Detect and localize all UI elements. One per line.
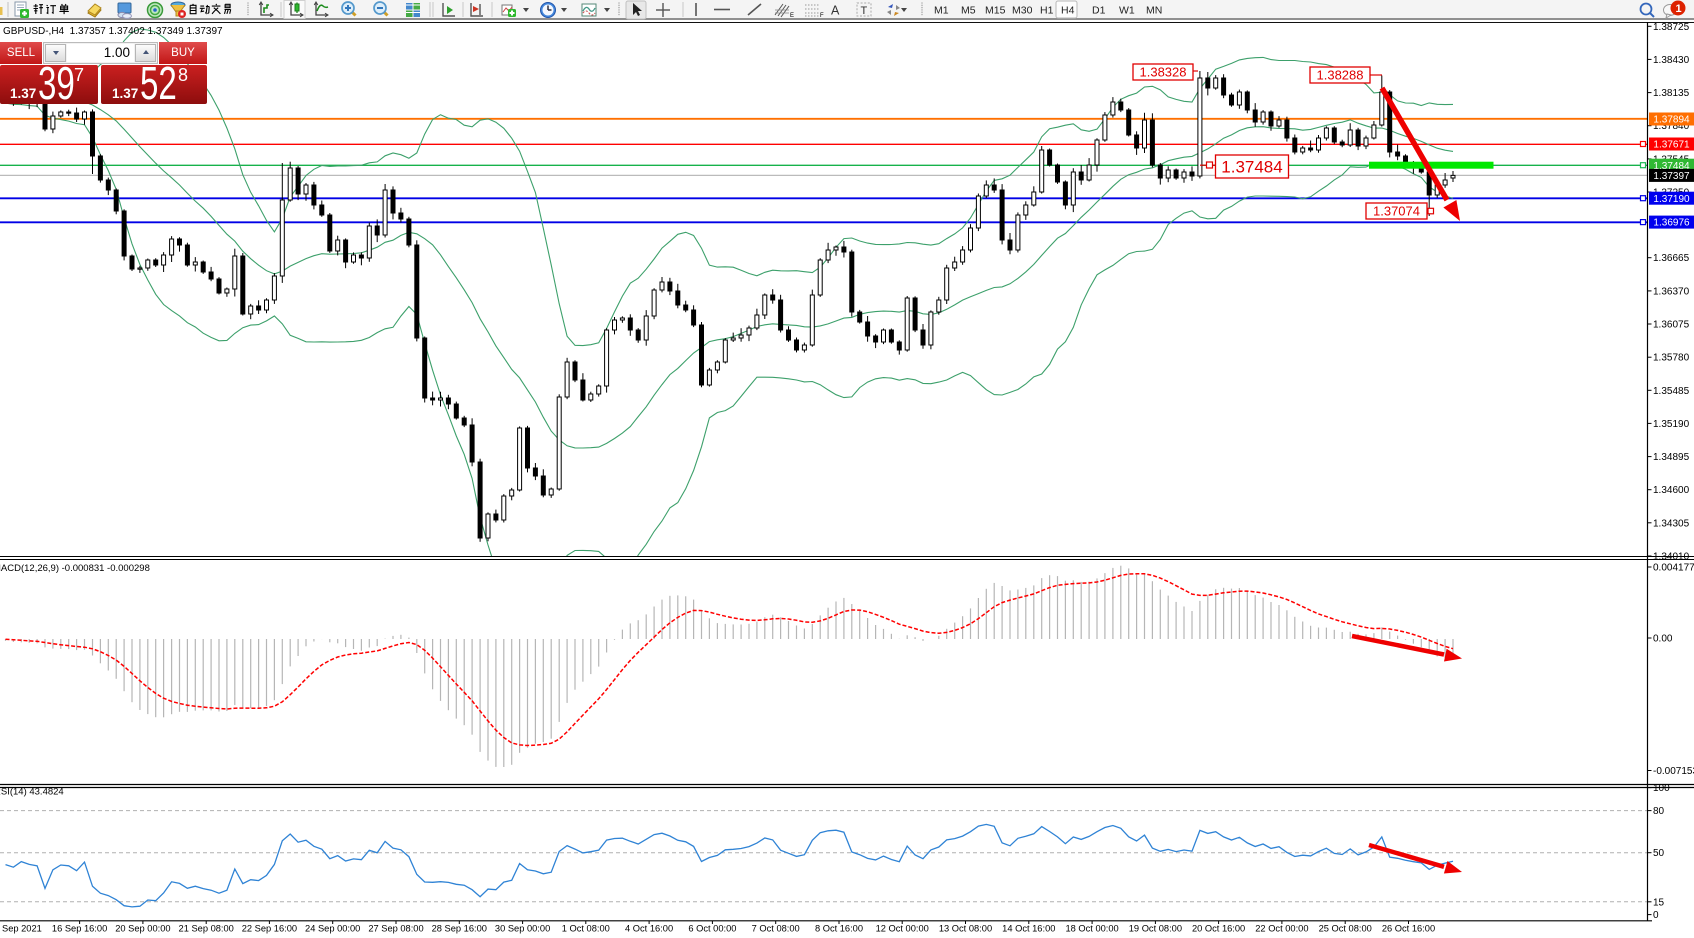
svg-text:1.35190: 1.35190 xyxy=(1653,419,1690,430)
svg-text:1.37671: 1.37671 xyxy=(1653,140,1690,151)
svg-text:1 Oct 08:00: 1 Oct 08:00 xyxy=(562,924,610,934)
svg-text:1.34010: 1.34010 xyxy=(1653,552,1690,563)
svg-text:M5: M5 xyxy=(961,5,976,17)
svg-text:D1: D1 xyxy=(1092,5,1106,17)
svg-text:1.37190: 1.37190 xyxy=(1653,194,1690,205)
svg-text:19 Oct 08:00: 19 Oct 08:00 xyxy=(1129,924,1182,934)
svg-text:H1: H1 xyxy=(1040,5,1054,17)
svg-text:28 Sep 16:00: 28 Sep 16:00 xyxy=(432,924,487,934)
svg-text:22 Sep 16:00: 22 Sep 16:00 xyxy=(242,924,297,934)
svg-text:18 Oct 00:00: 18 Oct 00:00 xyxy=(1065,924,1118,934)
svg-text:4 Oct 16:00: 4 Oct 16:00 xyxy=(625,924,673,934)
svg-text:1.34600: 1.34600 xyxy=(1653,485,1690,496)
svg-text:H4: H4 xyxy=(1061,5,1075,17)
svg-text:22 Oct 00:00: 22 Oct 00:00 xyxy=(1255,924,1308,934)
svg-text:A: A xyxy=(831,4,840,18)
svg-text:30 Sep 00:00: 30 Sep 00:00 xyxy=(495,924,550,934)
svg-text:0: 0 xyxy=(1653,910,1659,921)
svg-text:T: T xyxy=(861,5,868,17)
svg-text:1.34305: 1.34305 xyxy=(1653,518,1690,529)
svg-text:1.38725: 1.38725 xyxy=(1653,22,1690,33)
svg-text:27 Sep 08:00: 27 Sep 08:00 xyxy=(368,924,423,934)
svg-text:100: 100 xyxy=(1653,783,1670,794)
svg-text:7 Oct 08:00: 7 Oct 08:00 xyxy=(752,924,800,934)
svg-text:21 Sep 08:00: 21 Sep 08:00 xyxy=(179,924,234,934)
svg-text:1.38288: 1.38288 xyxy=(1317,68,1364,83)
svg-text:0.00: 0.00 xyxy=(1653,634,1673,645)
svg-text:0.004177: 0.004177 xyxy=(1653,563,1694,574)
svg-text:1.38328: 1.38328 xyxy=(1140,65,1187,80)
svg-text:1.37484: 1.37484 xyxy=(1653,161,1690,172)
svg-text:1.38135: 1.38135 xyxy=(1653,88,1690,99)
svg-text:GBPUSD-,H4 1.37357 1.37402 1.: GBPUSD-,H4 1.37357 1.37402 1.37349 1.373… xyxy=(3,26,223,37)
svg-text:80: 80 xyxy=(1653,806,1665,817)
svg-text:MACD(12,26,9) -0.000831 -0.000: MACD(12,26,9) -0.000831 -0.000298 xyxy=(0,563,150,574)
svg-text:-0.007153: -0.007153 xyxy=(1653,766,1694,777)
svg-text:1.34895: 1.34895 xyxy=(1653,452,1690,463)
svg-text:26 Oct 16:00: 26 Oct 16:00 xyxy=(1382,924,1435,934)
svg-text:M1: M1 xyxy=(934,5,949,17)
svg-text:1.35780: 1.35780 xyxy=(1653,353,1690,364)
svg-text:20 Sep 00:00: 20 Sep 00:00 xyxy=(115,924,170,934)
svg-text:1.37840: 1.37840 xyxy=(1653,121,1690,132)
svg-text:8 Oct 16:00: 8 Oct 16:00 xyxy=(815,924,863,934)
svg-text:Sep 2021: Sep 2021 xyxy=(2,924,42,934)
svg-text:6 Oct 00:00: 6 Oct 00:00 xyxy=(688,924,736,934)
svg-text:1.37074: 1.37074 xyxy=(1373,204,1420,219)
svg-text:W1: W1 xyxy=(1119,5,1135,17)
svg-text:13 Oct 08:00: 13 Oct 08:00 xyxy=(939,924,992,934)
svg-text:20 Oct 16:00: 20 Oct 16:00 xyxy=(1192,924,1245,934)
svg-text:12 Oct 00:00: 12 Oct 00:00 xyxy=(876,924,929,934)
svg-text:25 Oct 08:00: 25 Oct 08:00 xyxy=(1319,924,1372,934)
svg-text:M30: M30 xyxy=(1012,5,1033,17)
svg-text:16 Sep 16:00: 16 Sep 16:00 xyxy=(52,924,107,934)
svg-text:1.36075: 1.36075 xyxy=(1653,320,1690,331)
svg-text:1: 1 xyxy=(1676,3,1682,15)
svg-text:E: E xyxy=(790,13,794,19)
svg-text:1.37397: 1.37397 xyxy=(1653,171,1690,182)
svg-text:14 Oct 16:00: 14 Oct 16:00 xyxy=(1002,924,1055,934)
svg-text:50: 50 xyxy=(1653,848,1665,859)
svg-text:RSI(14) 43.4824: RSI(14) 43.4824 xyxy=(0,787,64,798)
svg-text:1.37484: 1.37484 xyxy=(1221,158,1282,177)
svg-text:1.36665: 1.36665 xyxy=(1653,253,1690,264)
svg-text:1.38430: 1.38430 xyxy=(1653,55,1690,66)
svg-text:1.37894: 1.37894 xyxy=(1653,115,1690,126)
svg-text:M15: M15 xyxy=(985,5,1006,17)
svg-text:F: F xyxy=(820,13,824,19)
svg-text:24 Sep 00:00: 24 Sep 00:00 xyxy=(305,924,360,934)
svg-text:1.35485: 1.35485 xyxy=(1653,386,1690,397)
svg-text:1.36370: 1.36370 xyxy=(1653,286,1690,297)
svg-text:15: 15 xyxy=(1653,897,1665,908)
svg-text:MN: MN xyxy=(1146,5,1162,17)
svg-text:1.36976: 1.36976 xyxy=(1653,218,1690,229)
